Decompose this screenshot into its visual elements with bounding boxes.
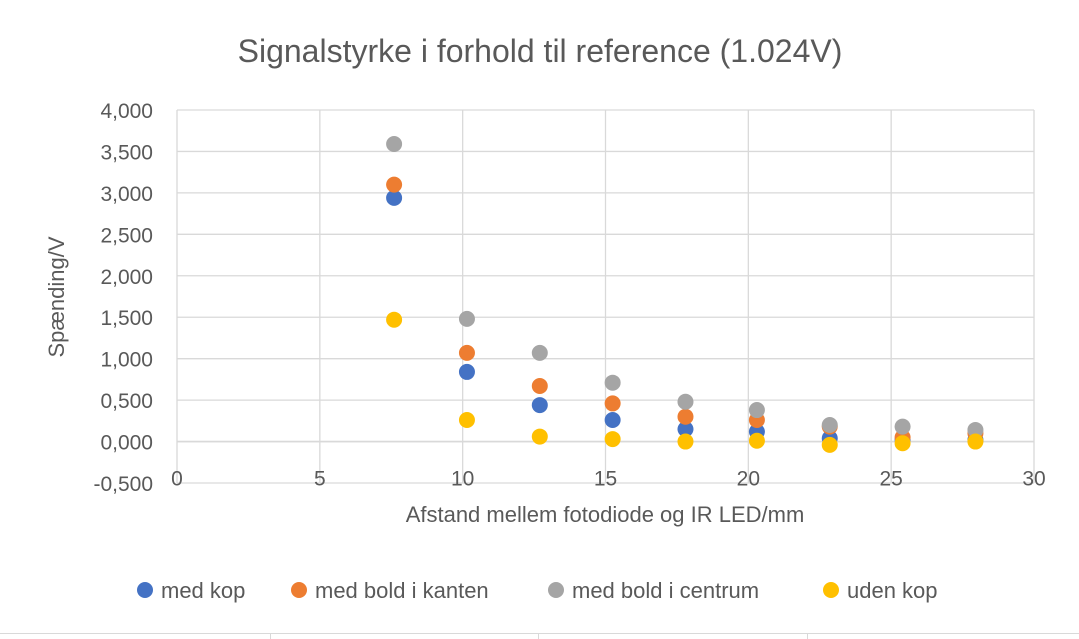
- data-point: [677, 408, 694, 425]
- legend-marker: [548, 582, 564, 598]
- data-point: [604, 412, 621, 429]
- data-point: [458, 363, 475, 380]
- data-point: [604, 395, 621, 412]
- bottom-border-tick: [807, 633, 808, 639]
- y-tick-label: 4,000: [100, 100, 153, 123]
- data-point: [894, 418, 911, 435]
- data-point: [386, 189, 403, 206]
- legend-item: med bold i centrum: [548, 578, 759, 603]
- legend-label: uden kop: [847, 578, 938, 603]
- y-tick-label: 0,000: [100, 432, 153, 455]
- data-point: [677, 433, 694, 450]
- data-points: [386, 135, 984, 453]
- data-point: [677, 421, 694, 438]
- data-point: [531, 344, 548, 361]
- legend-item: med bold i kanten: [291, 578, 489, 603]
- legend-marker: [823, 582, 839, 598]
- x-tick-label: 15: [594, 468, 617, 491]
- data-point: [604, 431, 621, 448]
- data-point: [821, 416, 838, 433]
- y-axis-tick-labels: -0,500 0,000 0,500 1,000 1,500 2,000 2,500 3,00…: [93, 100, 153, 496]
- legend-label: med bold i kanten: [315, 578, 489, 603]
- legend-marker: [137, 582, 153, 598]
- bottom-border: [0, 633, 1079, 634]
- bottom-border-tick: [538, 633, 539, 639]
- data-point: [386, 135, 403, 152]
- legend-item: uden kop: [823, 578, 938, 603]
- data-point: [531, 428, 548, 445]
- y-axis-label: Spænding/V: [44, 236, 69, 357]
- series-uden-kop: [386, 311, 984, 453]
- data-point: [967, 421, 984, 438]
- y-tick-label: 1,000: [100, 349, 153, 372]
- x-axis-label: Afstand mellem fotodiode og IR LED/mm: [406, 502, 805, 527]
- x-tick-label: 10: [451, 468, 474, 491]
- y-tick-label: 0,500: [100, 390, 153, 413]
- data-point: [531, 397, 548, 414]
- y-tick-label: 3,500: [100, 141, 153, 164]
- data-point: [458, 412, 475, 429]
- legend-item: med kop: [137, 578, 245, 603]
- data-point: [821, 436, 838, 453]
- bottom-border-tick: [270, 633, 271, 639]
- data-point: [967, 433, 984, 450]
- data-point: [894, 435, 911, 452]
- x-axis-tick-labels: 0 5 10 15 20 25 30: [171, 468, 1046, 491]
- y-tick-label: 2,500: [100, 224, 153, 247]
- y-tick-label: 3,000: [100, 183, 153, 206]
- x-tick-label: 25: [879, 468, 902, 491]
- data-point: [531, 378, 548, 395]
- data-point: [677, 393, 694, 410]
- data-point: [458, 344, 475, 361]
- data-point: [748, 432, 765, 449]
- x-tick-label: 30: [1022, 468, 1045, 491]
- chart-title: Signalstyrke i forhold til reference (1.…: [238, 33, 843, 69]
- legend-label: med kop: [161, 578, 245, 603]
- legend: med kop med bold i kanten med bold i centr…: [137, 578, 938, 603]
- x-tick-label: 20: [737, 468, 760, 491]
- data-point: [458, 310, 475, 327]
- legend-label: med bold i centrum: [572, 578, 759, 603]
- data-point: [748, 402, 765, 419]
- legend-marker: [291, 582, 307, 598]
- series-med-bold-i-centrum: [386, 135, 984, 438]
- y-tick-label: 1,500: [100, 307, 153, 330]
- data-point: [386, 311, 403, 328]
- x-tick-label: 5: [314, 468, 326, 491]
- y-tick-label: -0,500: [93, 473, 153, 496]
- data-point: [386, 176, 403, 193]
- data-point: [604, 374, 621, 391]
- y-tick-label: 2,000: [100, 266, 153, 289]
- x-tick-label: 0: [171, 468, 183, 491]
